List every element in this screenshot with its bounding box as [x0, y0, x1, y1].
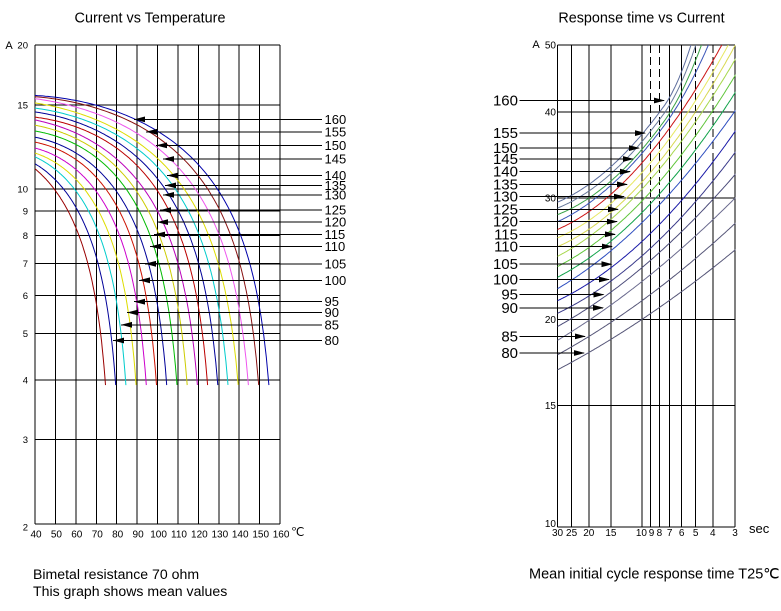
- svg-text:20: 20: [545, 315, 557, 326]
- svg-text:40: 40: [30, 530, 42, 541]
- svg-text:Current vs Temperature: Current vs Temperature: [75, 10, 226, 26]
- svg-text:A: A: [5, 40, 13, 52]
- svg-text:100: 100: [493, 272, 518, 289]
- svg-text:10: 10: [636, 528, 648, 539]
- svg-text:85: 85: [325, 317, 339, 332]
- svg-text:145: 145: [493, 151, 518, 168]
- svg-text:6: 6: [679, 528, 685, 539]
- svg-text:6: 6: [23, 291, 28, 302]
- svg-text:10: 10: [17, 185, 28, 196]
- svg-text:150: 150: [325, 138, 347, 153]
- svg-text:5: 5: [23, 329, 28, 340]
- svg-text:120: 120: [325, 215, 347, 230]
- svg-text:105: 105: [325, 256, 347, 271]
- svg-text:85: 85: [501, 328, 518, 345]
- svg-text:135: 135: [493, 176, 518, 193]
- svg-text:9: 9: [23, 207, 28, 218]
- svg-text:95: 95: [501, 287, 518, 304]
- svg-text:20: 20: [17, 41, 28, 52]
- svg-text:60: 60: [71, 530, 83, 541]
- svg-text:This graph shows mean values: This graph shows mean values: [33, 583, 227, 599]
- svg-text:125: 125: [325, 203, 347, 218]
- svg-text:105: 105: [493, 256, 518, 273]
- svg-text:135: 135: [325, 178, 347, 193]
- svg-text:9: 9: [649, 528, 655, 539]
- svg-text:80: 80: [501, 345, 518, 362]
- svg-text:4: 4: [710, 528, 716, 539]
- svg-text:A: A: [532, 39, 540, 51]
- svg-text:8: 8: [23, 231, 28, 242]
- svg-text:8: 8: [657, 528, 663, 539]
- svg-text:80: 80: [325, 333, 339, 348]
- svg-text:110: 110: [325, 239, 346, 254]
- svg-text:3: 3: [23, 435, 28, 446]
- svg-text:30: 30: [552, 528, 564, 539]
- svg-text:7: 7: [23, 259, 28, 270]
- svg-text:15: 15: [545, 401, 557, 412]
- svg-text:100: 100: [150, 530, 167, 541]
- svg-text:140: 140: [232, 530, 249, 541]
- svg-text:140: 140: [325, 168, 347, 183]
- svg-text:130: 130: [325, 187, 347, 202]
- svg-text:2: 2: [23, 523, 28, 534]
- svg-text:Mean initial cycle response ti: Mean initial cycle response time T25℃: [529, 567, 780, 583]
- svg-text:95: 95: [325, 294, 339, 309]
- svg-text:150: 150: [252, 530, 269, 541]
- svg-text:90: 90: [501, 300, 518, 317]
- svg-text:125: 125: [493, 201, 518, 218]
- svg-text:110: 110: [494, 239, 518, 256]
- svg-text:120: 120: [493, 214, 518, 231]
- svg-text:115: 115: [494, 226, 518, 243]
- svg-text:70: 70: [92, 530, 104, 541]
- svg-text:140: 140: [493, 164, 518, 181]
- svg-text:50: 50: [545, 41, 557, 52]
- svg-text:150: 150: [493, 140, 518, 157]
- svg-text:7: 7: [667, 528, 673, 539]
- svg-text:160: 160: [273, 530, 290, 541]
- svg-text:160: 160: [493, 93, 518, 110]
- svg-text:90: 90: [133, 530, 145, 541]
- svg-text:25: 25: [566, 528, 578, 539]
- svg-text:90: 90: [325, 305, 339, 320]
- svg-text:130: 130: [493, 189, 518, 206]
- svg-text:80: 80: [112, 530, 124, 541]
- svg-text:110: 110: [171, 530, 187, 541]
- svg-text:4: 4: [23, 375, 28, 386]
- svg-text:120: 120: [191, 530, 208, 541]
- svg-text:5: 5: [693, 528, 699, 539]
- svg-text:115: 115: [325, 227, 346, 242]
- svg-text:155: 155: [325, 124, 347, 139]
- svg-text:160: 160: [325, 112, 347, 127]
- svg-text:20: 20: [583, 528, 595, 539]
- svg-text:50: 50: [51, 530, 63, 541]
- svg-text:℃: ℃: [291, 525, 304, 539]
- svg-text:15: 15: [17, 100, 28, 111]
- svg-text:30: 30: [545, 194, 557, 205]
- svg-text:3: 3: [732, 528, 738, 539]
- svg-text:Response time vs Current: Response time vs Current: [558, 10, 724, 26]
- svg-text:130: 130: [211, 530, 228, 541]
- svg-text:40: 40: [545, 107, 557, 118]
- svg-text:145: 145: [325, 152, 347, 167]
- svg-text:100: 100: [325, 273, 347, 288]
- svg-text:10: 10: [545, 519, 557, 530]
- svg-text:sec: sec: [749, 521, 770, 536]
- svg-text:15: 15: [605, 528, 617, 539]
- svg-text:Bimetal resistance 70 ohm: Bimetal resistance 70 ohm: [33, 566, 199, 582]
- svg-text:155: 155: [493, 125, 518, 142]
